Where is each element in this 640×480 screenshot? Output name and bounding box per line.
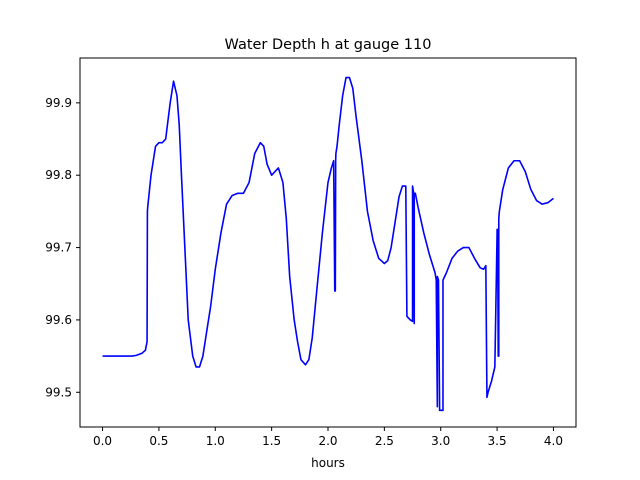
y-axis-ticks: 99.5 99.6 99.7 99.8 99.9 xyxy=(45,96,80,399)
chart-title: Water Depth h at gauge 110 xyxy=(225,37,432,53)
y-tick-label: 99.6 xyxy=(45,313,72,327)
x-axis-label: hours xyxy=(311,456,345,470)
y-tick-label: 99.7 xyxy=(45,241,72,255)
y-tick-label: 99.9 xyxy=(45,96,72,110)
x-tick-label: 4.0 xyxy=(544,434,563,448)
y-tick-label: 99.8 xyxy=(45,168,72,182)
series-layer xyxy=(102,76,554,412)
y-tick-label: 99.5 xyxy=(45,385,72,399)
x-tick-label: 0.5 xyxy=(149,434,168,448)
series-line-0 xyxy=(102,76,554,412)
x-tick-label: 2.0 xyxy=(318,434,337,448)
x-tick-label: 1.0 xyxy=(206,434,225,448)
x-axis-ticks: 0.0 0.5 1.0 1.5 2.0 2.5 3.0 3.5 4.0 xyxy=(93,427,563,448)
x-tick-label: 1.5 xyxy=(262,434,281,448)
x-tick-label: 2.5 xyxy=(375,434,394,448)
x-tick-label: 0.0 xyxy=(93,434,112,448)
x-tick-label: 3.0 xyxy=(431,434,450,448)
x-tick-label: 3.5 xyxy=(488,434,507,448)
